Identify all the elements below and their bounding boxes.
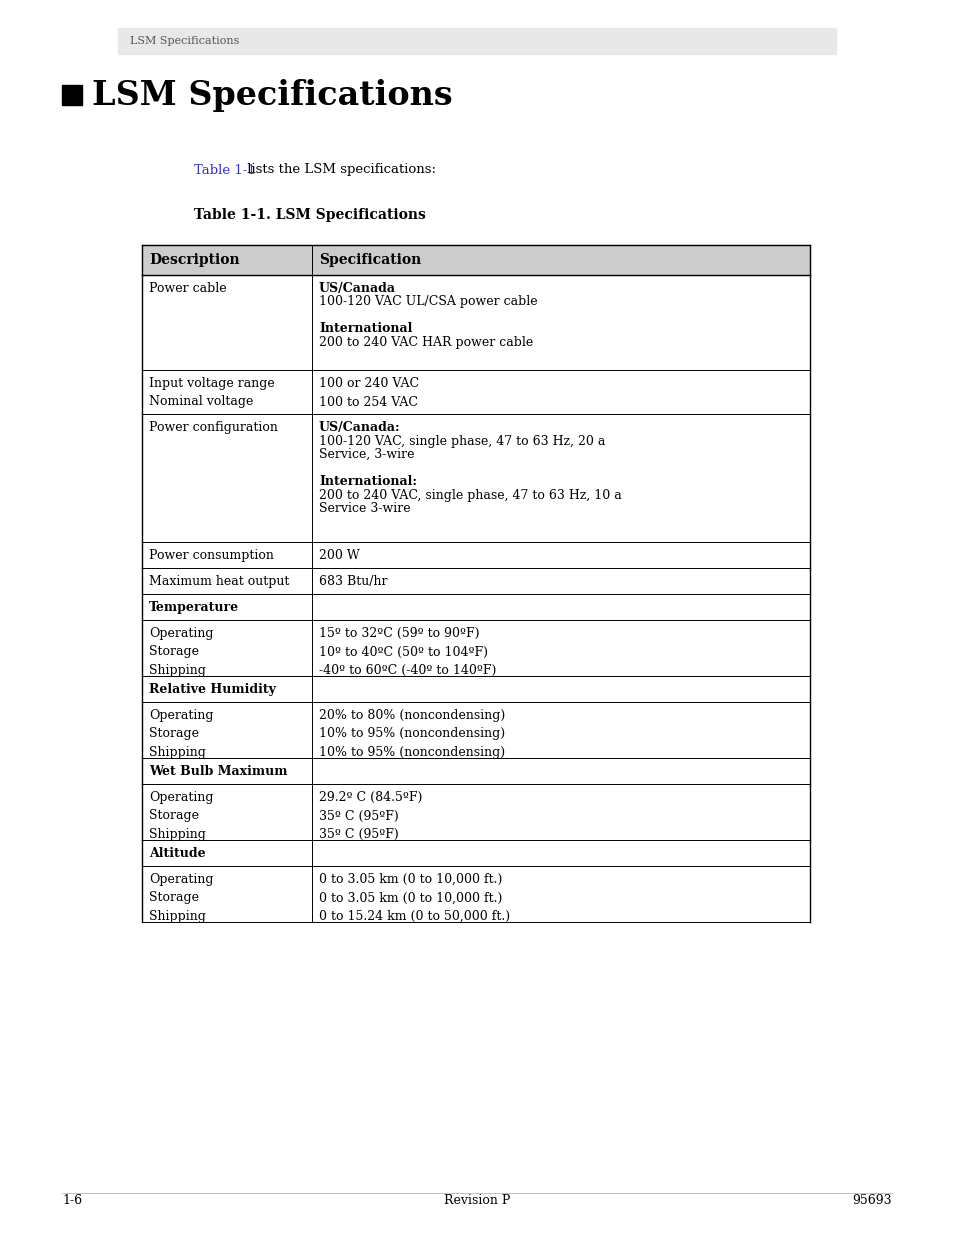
Text: Table 1-1. LSM Specifications: Table 1-1. LSM Specifications: [193, 207, 425, 222]
Text: Maximum heat output: Maximum heat output: [149, 576, 289, 588]
Text: Service 3-wire: Service 3-wire: [318, 501, 410, 515]
Text: 100 or 240 VAC
100 to 254 VAC: 100 or 240 VAC 100 to 254 VAC: [318, 377, 418, 409]
Text: 20% to 80% (noncondensing)
10% to 95% (noncondensing)
10% to 95% (noncondensing): 20% to 80% (noncondensing) 10% to 95% (n…: [318, 709, 505, 760]
Text: 200 to 240 VAC HAR power cable: 200 to 240 VAC HAR power cable: [318, 336, 533, 350]
Text: Temperature: Temperature: [149, 601, 239, 614]
Text: Table 1-1: Table 1-1: [193, 163, 255, 177]
Text: 100-120 VAC UL/CSA power cable: 100-120 VAC UL/CSA power cable: [318, 295, 537, 309]
Text: Altitude: Altitude: [149, 847, 206, 860]
Text: Specification: Specification: [318, 253, 421, 267]
Text: 100-120 VAC, single phase, 47 to 63 Hz, 20 a: 100-120 VAC, single phase, 47 to 63 Hz, …: [318, 435, 605, 447]
Text: Operating
Storage
Shipping: Operating Storage Shipping: [149, 790, 213, 841]
Text: Relative Humidity: Relative Humidity: [149, 683, 275, 697]
Text: Operating
Storage
Shipping: Operating Storage Shipping: [149, 709, 213, 760]
Bar: [142, 245, 809, 275]
Text: LSM Specifications: LSM Specifications: [91, 79, 452, 111]
Text: 200 W: 200 W: [318, 550, 359, 562]
Bar: [62, 85, 82, 105]
Text: Wet Bulb Maximum: Wet Bulb Maximum: [149, 764, 287, 778]
Text: Input voltage range
Nominal voltage: Input voltage range Nominal voltage: [149, 377, 274, 409]
Text: 200 to 240 VAC, single phase, 47 to 63 Hz, 10 a: 200 to 240 VAC, single phase, 47 to 63 H…: [318, 489, 621, 501]
Text: Power configuration: Power configuration: [149, 421, 277, 433]
Text: Operating
Storage
Shipping: Operating Storage Shipping: [149, 627, 213, 677]
Text: Operating
Storage
Shipping: Operating Storage Shipping: [149, 873, 213, 923]
Text: 1-6: 1-6: [62, 1194, 82, 1207]
Text: US/Canada:: US/Canada:: [318, 421, 400, 433]
Text: 95693: 95693: [851, 1194, 891, 1207]
Text: International:: International:: [318, 475, 416, 488]
Text: Service, 3-wire: Service, 3-wire: [318, 448, 414, 461]
Text: lists the LSM specifications:: lists the LSM specifications:: [243, 163, 436, 177]
Text: International: International: [318, 322, 412, 336]
Text: 683 Btu/hr: 683 Btu/hr: [318, 576, 387, 588]
Text: LSM Specifications: LSM Specifications: [130, 36, 239, 46]
Text: Description: Description: [149, 253, 239, 267]
Text: Power cable: Power cable: [149, 282, 227, 295]
Bar: [118, 28, 835, 54]
Text: US/Canada: US/Canada: [318, 282, 395, 295]
Text: Revision P: Revision P: [443, 1194, 510, 1207]
Text: 15º to 32ºC (59º to 90ºF)
10º to 40ºC (50º to 104ºF)
-40º to 60ºC (-40º to 140ºF: 15º to 32ºC (59º to 90ºF) 10º to 40ºC (5…: [318, 627, 496, 677]
Text: 0 to 3.05 km (0 to 10,000 ft.)
0 to 3.05 km (0 to 10,000 ft.)
0 to 15.24 km (0 t: 0 to 3.05 km (0 to 10,000 ft.) 0 to 3.05…: [318, 873, 510, 923]
Text: Power consumption: Power consumption: [149, 550, 274, 562]
Text: 29.2º C (84.5ºF)
35º C (95ºF)
35º C (95ºF): 29.2º C (84.5ºF) 35º C (95ºF) 35º C (95º…: [318, 790, 422, 841]
